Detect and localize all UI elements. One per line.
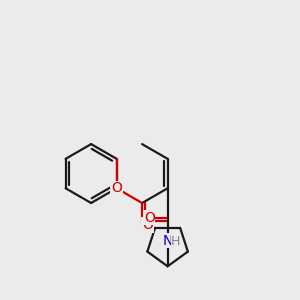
Text: O: O xyxy=(144,211,155,225)
Text: O: O xyxy=(142,218,153,232)
Text: O: O xyxy=(111,181,122,195)
Text: H: H xyxy=(171,235,181,248)
Text: N: N xyxy=(162,234,173,248)
